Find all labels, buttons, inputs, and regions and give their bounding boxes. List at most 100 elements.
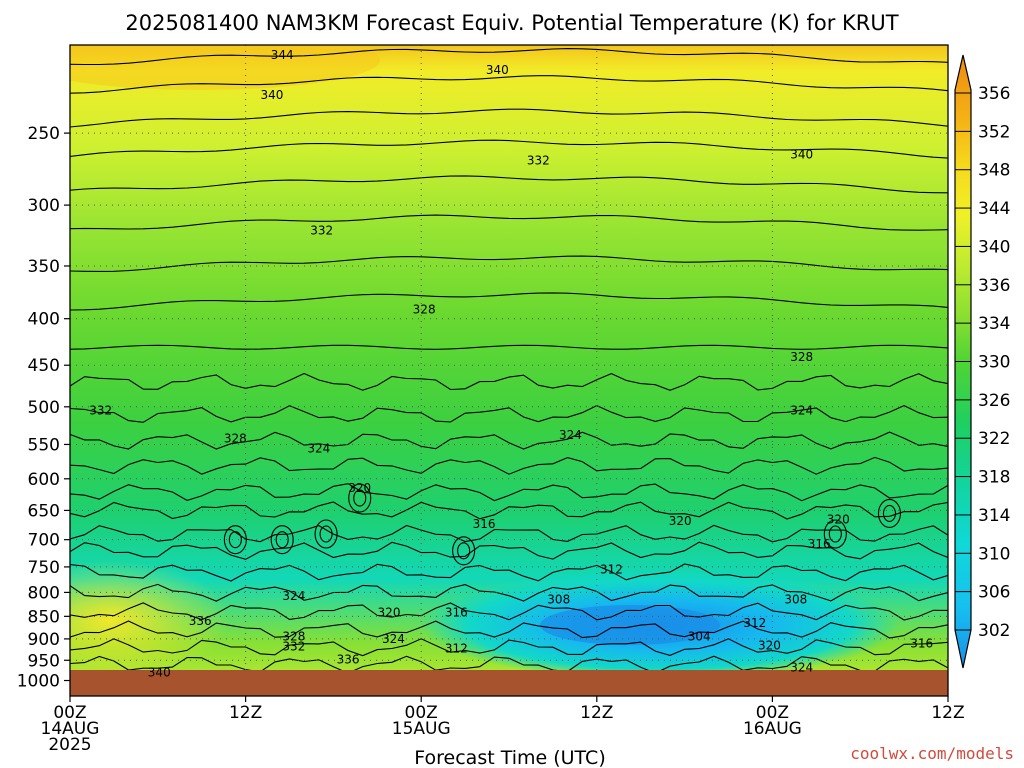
contour-label: 308 — [547, 593, 570, 607]
contour-label: 312 — [445, 641, 468, 655]
colorbar-label: 348 — [978, 161, 1010, 181]
contour-label: 332 — [89, 404, 112, 418]
y-tick-label: 800 — [28, 583, 60, 603]
warm-region-left — [70, 560, 230, 680]
colorbar-label: 336 — [978, 276, 1010, 296]
colorbar-label: 322 — [978, 429, 1010, 449]
contour-line — [70, 563, 948, 582]
contour-cell — [275, 531, 289, 549]
y-axis: 250 300 350 400 450 500 550 600 650 700 750 800 850 9… — [17, 124, 70, 692]
chart-title: 2025081400 NAM3KM Forecast Equiv. Potent… — [125, 11, 898, 35]
colorbar-label: 330 — [978, 353, 1010, 373]
contour-cell — [348, 483, 372, 513]
contour-line — [70, 501, 948, 520]
contour-line — [70, 214, 948, 231]
contour-label: 320 — [378, 606, 401, 620]
contour-label: 316 — [473, 517, 496, 531]
colorbar: 302 306 310 314 318 322 326 330 334 336 340 344 348 3… — [954, 54, 1010, 669]
contour-line — [70, 372, 948, 391]
contour-label: 340 — [260, 88, 283, 102]
contour-label: 340 — [148, 666, 171, 680]
contour-label: 336 — [337, 652, 360, 666]
contour-cell — [452, 536, 476, 566]
colorbar-label: 306 — [978, 583, 1010, 603]
contour-line — [70, 344, 948, 350]
contour-label: 344 — [271, 48, 294, 62]
contour-label: 332 — [282, 639, 305, 653]
colorbar-label: 310 — [978, 544, 1010, 564]
contour-cell — [828, 525, 842, 543]
contour-label: 316 — [910, 636, 933, 650]
x-tick-label: 12Z — [580, 703, 613, 723]
contour-label: 324 — [790, 661, 813, 675]
contour-line — [70, 292, 948, 311]
y-tick-label: 950 — [28, 651, 60, 671]
colorbar-label: 302 — [978, 621, 1010, 641]
x-tick-label: 16AUG — [743, 719, 802, 739]
contour-line — [70, 620, 948, 639]
contour-label: 304 — [688, 629, 711, 643]
y-tick-label: 400 — [28, 310, 60, 330]
contour-label: 328 — [282, 630, 305, 644]
y-tick-label: 750 — [28, 558, 60, 578]
contour-line — [70, 583, 948, 602]
contour-label: 332 — [310, 224, 333, 238]
y-tick-label: 1000 — [17, 672, 60, 692]
contour-cell — [353, 489, 367, 507]
colorbar-label: 356 — [978, 84, 1010, 104]
x-tick-label: 14AUG — [41, 719, 100, 739]
contour-label: 324 — [307, 442, 330, 456]
contour-cell — [457, 542, 471, 560]
x-tick-label: 15AUG — [392, 719, 451, 739]
contour-label: 336 — [189, 614, 212, 628]
contour-line — [70, 524, 948, 543]
x-tick-label: 2025 — [48, 735, 91, 755]
contour-label: 332 — [527, 154, 550, 168]
contour-line — [70, 655, 948, 674]
contour-label: 320 — [348, 481, 371, 495]
y-tick-label: 250 — [28, 124, 60, 144]
y-tick-label: 600 — [28, 470, 60, 490]
ground-layer — [70, 670, 948, 696]
colorbar-label: 334 — [978, 314, 1010, 334]
y-tick-label: 450 — [28, 356, 60, 376]
y-tick-label: 300 — [28, 196, 60, 216]
contour-label: 312 — [743, 616, 766, 630]
contour-label: 320 — [827, 512, 850, 526]
x-tick-label: 00Z — [53, 703, 86, 723]
contour-lines — [70, 48, 948, 674]
colorbar-label: 326 — [978, 391, 1010, 411]
contour-cell — [877, 498, 902, 528]
contour-label: 312 — [600, 563, 623, 577]
contour-line — [70, 483, 948, 502]
colorbar-label: 318 — [978, 468, 1010, 488]
contour-line — [70, 602, 948, 621]
x-tick-label: 00Z — [756, 703, 789, 723]
contour-label: 324 — [790, 404, 813, 418]
colorbar-label: 314 — [978, 506, 1010, 526]
contour-line — [70, 456, 948, 475]
warm-region-top — [70, 45, 380, 90]
y-tick-label: 650 — [28, 501, 60, 521]
y-tick-label: 850 — [28, 607, 60, 627]
contour-label: 308 — [784, 593, 807, 607]
contour-line — [70, 638, 948, 657]
contour-line — [70, 139, 948, 159]
x-tick-label: 12Z — [931, 703, 964, 723]
contour-line — [70, 108, 948, 128]
contour-cell — [223, 525, 247, 555]
contour-label: 324 — [559, 428, 582, 442]
contour-line — [70, 431, 948, 450]
contour-line — [70, 48, 948, 66]
contour-label: 316 — [808, 537, 831, 551]
colorbar-label: 344 — [978, 199, 1010, 219]
contour-label: 328 — [413, 303, 436, 317]
contour-cell — [228, 531, 242, 549]
y-tick-label: 550 — [28, 435, 60, 455]
contour-label: 320 — [669, 514, 692, 528]
contour-label: 324 — [382, 632, 405, 646]
credit-text: coolwx.com/models — [850, 744, 1014, 763]
x-tick-label: 12Z — [229, 703, 262, 723]
